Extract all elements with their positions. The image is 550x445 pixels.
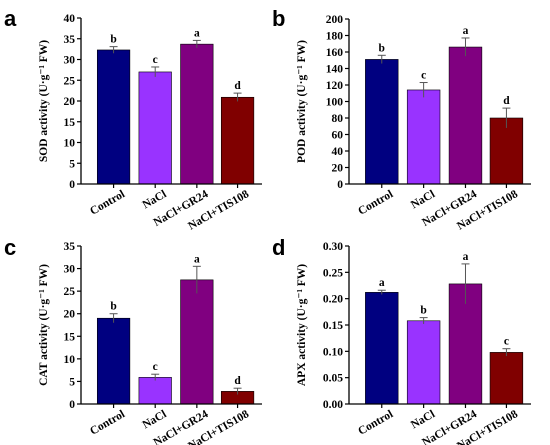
- y-axis-label: POD activity (U·g⁻¹ FW): [296, 40, 308, 163]
- significance-label: a: [194, 253, 200, 265]
- y-tick-label: 60: [332, 130, 344, 142]
- x-tick-label: Control: [356, 188, 395, 217]
- x-tick-label: NaCl: [141, 408, 169, 431]
- bar-nacl-tis108: [489, 117, 524, 185]
- bar-nacl-tis108: [489, 352, 524, 405]
- y-tick-label: 160: [326, 47, 344, 59]
- chart-panel-b: b 0 20 40 60 80 100 120 140 160 180 200 POD activity…: [272, 6, 531, 233]
- significance-label: a: [463, 251, 469, 263]
- y-tick-label: 0.25: [323, 267, 343, 279]
- y-tick-label: 5: [69, 376, 75, 388]
- significance-label: a: [463, 25, 469, 37]
- y-tick-label: 25: [64, 75, 76, 87]
- y-tick-label: 10: [64, 354, 76, 366]
- bar-nacl-gr24: [448, 283, 483, 405]
- significance-label: a: [194, 27, 200, 39]
- y-tick-label: 0.00: [323, 399, 343, 411]
- x-tick-label: NaCl: [409, 408, 437, 431]
- chart-panel-a: a 0 5 10 15 20 25 30 35 40 SOD activity (U·g⁻¹ FW)…: [4, 6, 262, 233]
- significance-label: c: [153, 54, 158, 66]
- bar-control: [365, 292, 399, 405]
- significance-label: c: [504, 336, 509, 348]
- significance-label: d: [234, 80, 241, 92]
- y-tick-label: 0.15: [323, 320, 343, 332]
- y-tick-label: 100: [326, 97, 344, 109]
- y-tick-label: 30: [64, 55, 76, 67]
- panel-letter: c: [4, 235, 16, 260]
- y-tick-label: 25: [64, 286, 76, 298]
- y-tick-label: 140: [326, 64, 344, 76]
- bar-control: [365, 59, 399, 185]
- panel-letter: a: [4, 6, 17, 31]
- bar-nacl-gr24: [180, 43, 214, 185]
- bar-control: [96, 49, 131, 185]
- y-tick-label: 35: [64, 241, 76, 253]
- y-tick-label: 20: [64, 96, 76, 108]
- y-tick-label: 35: [64, 34, 76, 46]
- y-tick-label: 15: [64, 331, 76, 343]
- y-tick-label: 80: [332, 113, 344, 125]
- significance-label: b: [110, 34, 116, 46]
- y-tick-label: 0.05: [323, 373, 343, 385]
- bar-nacl: [138, 377, 172, 405]
- y-axis-label: CAT activity (U·g⁻¹ FW): [38, 264, 50, 386]
- significance-label: b: [379, 42, 385, 54]
- y-tick-label: 20: [64, 309, 76, 321]
- y-tick-label: 40: [332, 146, 344, 158]
- y-tick-label: 180: [326, 31, 344, 43]
- y-tick-label: 0.30: [323, 241, 343, 253]
- chart-panel-c: c 0 5 10 15 20 25 30 35 CAT activity (U·g⁻¹ FW) b C…: [4, 235, 262, 445]
- significance-label: a: [379, 277, 385, 289]
- y-tick-label: 120: [326, 80, 344, 92]
- x-tick-label: NaCl: [141, 188, 169, 211]
- bar-nacl: [406, 320, 441, 405]
- bar-control: [96, 317, 131, 405]
- significance-label: b: [110, 301, 116, 313]
- significance-label: c: [153, 361, 158, 373]
- y-tick-label: 30: [64, 264, 76, 276]
- bar-nacl-tis108: [220, 96, 255, 185]
- y-tick-label: 0: [69, 399, 75, 411]
- bar-nacl-gr24: [448, 46, 483, 185]
- y-tick-label: 15: [64, 117, 76, 129]
- y-tick-label: 0.10: [323, 346, 343, 358]
- y-tick-label: 0.20: [323, 294, 343, 306]
- x-tick-label: Control: [356, 408, 395, 437]
- y-axis-label: SOD activity (U·g⁻¹ FW): [38, 40, 50, 162]
- bar-nacl: [138, 71, 172, 185]
- x-tick-label: Control: [88, 188, 127, 217]
- y-tick-label: 10: [64, 138, 76, 150]
- y-tick-label: 0: [69, 179, 75, 191]
- y-tick-label: 200: [326, 14, 344, 26]
- y-tick-label: 5: [69, 158, 75, 170]
- significance-label: b: [420, 305, 426, 317]
- panel-letter: b: [272, 6, 285, 31]
- y-tick-label: 40: [64, 13, 76, 25]
- y-tick-label: 20: [332, 163, 344, 175]
- x-tick-label: NaCl: [409, 188, 437, 211]
- y-axis-label: APX activity (U·g⁻¹ FW): [296, 264, 308, 386]
- significance-label: c: [421, 70, 426, 82]
- panel-letter: d: [272, 235, 285, 260]
- significance-label: d: [234, 375, 241, 387]
- bar-nacl: [406, 89, 441, 185]
- x-tick-label: Control: [88, 408, 127, 437]
- significance-label: d: [503, 95, 510, 107]
- chart-panel-d: d 0.00 0.05 0.10 0.15 0.20 0.25 0.30 APX activit…: [272, 235, 531, 445]
- bar-nacl-gr24: [180, 279, 214, 405]
- y-tick-label: 0: [337, 179, 343, 191]
